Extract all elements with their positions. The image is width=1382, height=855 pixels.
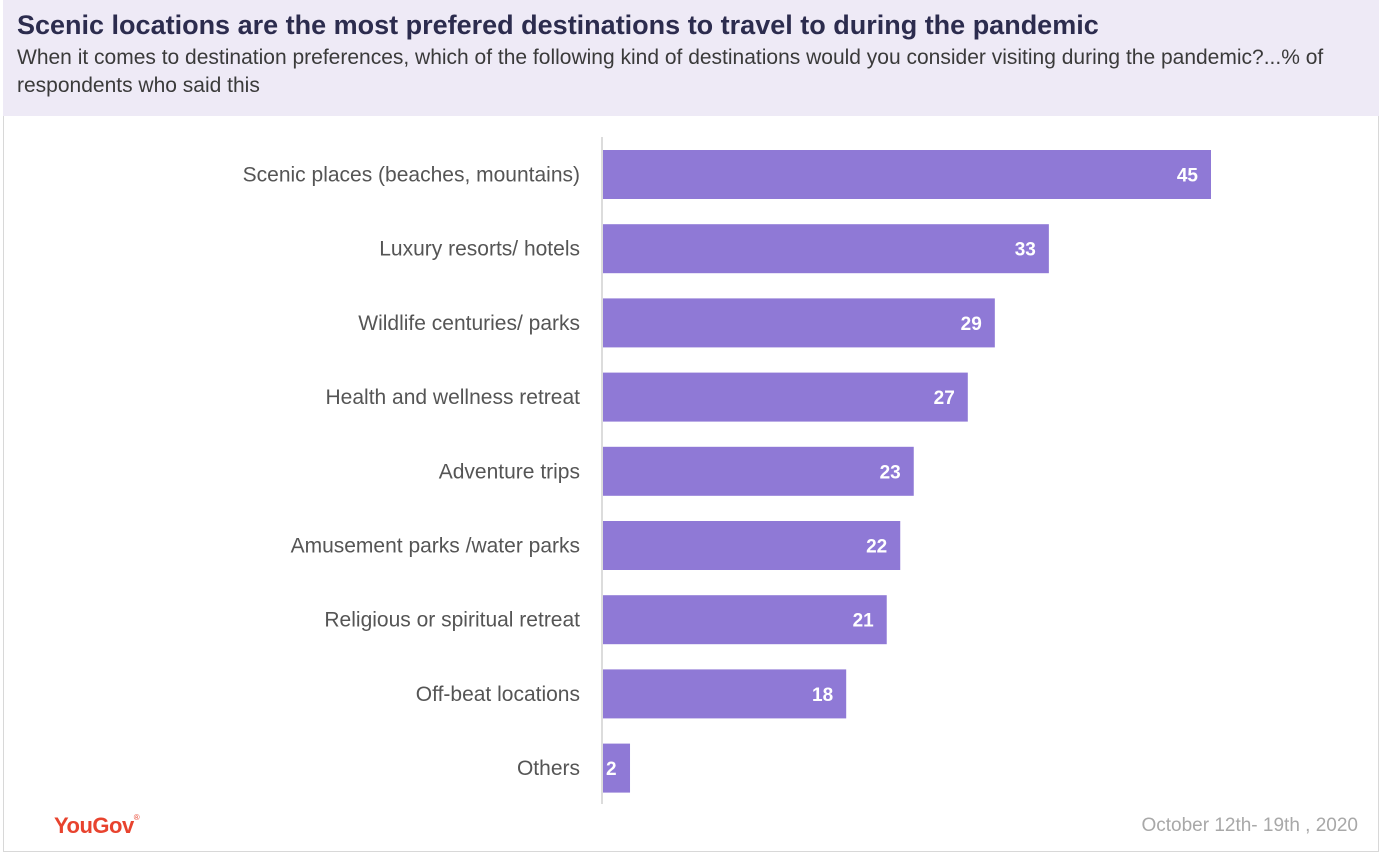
yougov-logo: YouGov® [54, 813, 139, 839]
bar-chart: Scenic places (beaches, mountains) 45 Luxu… [0, 0, 1382, 855]
category-label: Adventure trips [439, 460, 580, 483]
category-label: Off-beat locations [416, 683, 580, 706]
data-label: 2 [606, 759, 617, 780]
bar [603, 447, 914, 496]
data-label: 45 [1177, 166, 1199, 187]
bar [603, 224, 1049, 273]
data-label: 33 [1015, 240, 1036, 261]
data-label: 22 [866, 537, 887, 558]
bar [603, 150, 1211, 199]
category-label: Scenic places (beaches, mountains) [243, 164, 580, 187]
category-label: Luxury resorts/ hotels [379, 238, 580, 261]
category-label: Amusement parks /water parks [291, 535, 580, 558]
category-label: Wildlife centuries/ parks [358, 312, 580, 335]
data-label: 18 [812, 685, 833, 706]
category-label: Religious or spiritual retreat [324, 609, 580, 632]
bar [603, 669, 846, 718]
bar [603, 595, 887, 644]
date-range: October 12th- 19th , 2020 [1141, 815, 1358, 837]
data-label: 23 [880, 462, 901, 483]
data-label: 27 [934, 388, 955, 409]
registered-mark: ® [134, 813, 139, 822]
bar [603, 298, 995, 347]
category-label: Others [517, 757, 580, 780]
bar [603, 521, 900, 570]
data-label: 21 [853, 611, 875, 632]
data-label: 29 [961, 314, 982, 335]
brand-name: YouGov [54, 813, 134, 838]
category-label: Health and wellness retreat [326, 386, 581, 409]
bar [603, 373, 968, 422]
